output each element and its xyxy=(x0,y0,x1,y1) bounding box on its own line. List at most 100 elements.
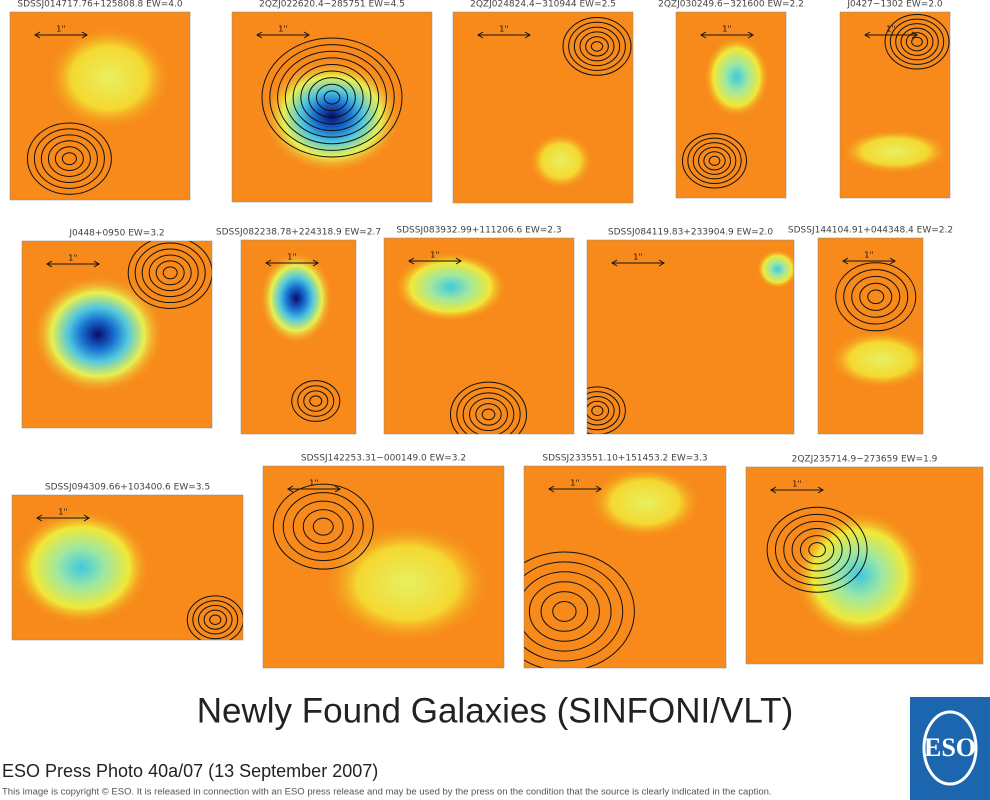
emission-blob xyxy=(840,129,950,174)
contour xyxy=(859,282,893,311)
contour xyxy=(284,57,380,138)
scale-arrows xyxy=(408,257,462,265)
contour xyxy=(272,483,374,570)
contour xyxy=(148,254,192,292)
contour xyxy=(261,37,403,158)
eso-logo: ESO xyxy=(910,697,990,800)
galaxy-panel xyxy=(453,12,633,203)
contour xyxy=(302,509,344,545)
contour xyxy=(911,36,923,47)
contour xyxy=(791,527,843,572)
contour xyxy=(808,542,826,558)
scale-arrows xyxy=(265,259,319,267)
contour xyxy=(462,392,515,434)
panel-frame xyxy=(675,11,787,199)
contour xyxy=(312,517,334,536)
galaxy-panel xyxy=(232,12,432,202)
panel-frame xyxy=(452,11,634,204)
contour xyxy=(774,513,860,586)
contour xyxy=(524,571,612,652)
galaxy-panel xyxy=(263,466,504,668)
scale-arrows xyxy=(287,485,341,493)
scale-arrows xyxy=(46,260,100,268)
contour xyxy=(524,561,624,662)
panel-frame xyxy=(839,11,951,199)
contour xyxy=(303,390,329,412)
panel-frame xyxy=(586,239,795,435)
scale-arrows xyxy=(611,259,665,267)
contour xyxy=(698,146,731,175)
contour xyxy=(323,90,341,105)
scale-arrows xyxy=(864,31,918,39)
logo-ring xyxy=(922,710,978,786)
contour xyxy=(687,137,742,184)
scale-label: 1'' xyxy=(430,251,440,260)
contour xyxy=(799,535,835,565)
scale-label: 1'' xyxy=(278,25,288,34)
contour xyxy=(692,142,737,180)
scale-label: 1'' xyxy=(864,251,874,260)
contour xyxy=(282,492,364,562)
contour xyxy=(277,50,387,145)
galaxy-panel xyxy=(746,467,983,664)
scale-label: 1'' xyxy=(499,25,509,34)
contour xyxy=(552,601,577,622)
scale-label: 1'' xyxy=(722,25,732,34)
contour xyxy=(127,241,212,309)
panel-frame xyxy=(262,465,505,669)
contour xyxy=(587,386,626,434)
contour xyxy=(895,23,939,61)
contour xyxy=(162,266,178,280)
contour xyxy=(308,77,356,118)
contour xyxy=(884,14,950,70)
panels: 1'' SDSSJ014717.76+125808.8 EW=4.0 1'' 2QZJ… xyxy=(9,0,984,669)
contour xyxy=(682,133,747,189)
emission-blob xyxy=(31,274,165,395)
logo-text: ESO xyxy=(924,733,976,762)
scale-label: 1'' xyxy=(287,253,297,262)
scale-label: 1'' xyxy=(570,479,580,488)
scale-label: 1'' xyxy=(56,25,66,34)
scale-arrows xyxy=(770,486,824,494)
contour xyxy=(292,500,354,553)
contour xyxy=(851,275,901,318)
emission-blob xyxy=(393,251,508,323)
scale-arrows xyxy=(34,31,88,39)
panel-label: SDSSJ094309.66+103400.6 EW=3.5 xyxy=(45,483,210,493)
emission-blob xyxy=(259,251,334,345)
contour xyxy=(192,600,239,640)
galaxy-panel xyxy=(22,241,212,428)
contour xyxy=(867,289,885,305)
galaxy-panel xyxy=(10,12,190,200)
contour xyxy=(540,591,589,632)
contour xyxy=(766,506,868,593)
contour xyxy=(309,395,323,407)
panel-label: 2QZJ024824.4−310944 EW=2.5 xyxy=(470,0,616,10)
contour xyxy=(297,385,335,417)
galaxy-panel xyxy=(384,238,574,434)
panel-label: SDSSJ233551.10+151453.2 EW=3.3 xyxy=(542,454,707,464)
panel-label: 2QZJ235714.9−273659 EW=1.9 xyxy=(792,455,938,465)
contour xyxy=(469,397,508,432)
contour xyxy=(591,405,604,416)
emission-blob xyxy=(12,509,151,626)
emission-blob xyxy=(828,330,923,389)
contour xyxy=(587,395,615,426)
scale-arrows xyxy=(477,31,531,39)
contour xyxy=(209,614,222,625)
contour xyxy=(889,18,945,65)
contour xyxy=(26,122,112,195)
contour xyxy=(585,36,609,57)
contour xyxy=(186,595,243,640)
panel-label: SDSSJ142253.31−000149.0 EW=3.2 xyxy=(301,454,466,464)
scale-arrows xyxy=(548,485,602,493)
panel-label: SDSSJ084119.83+233904.9 EW=2.0 xyxy=(608,228,773,238)
contour xyxy=(843,269,909,325)
panel-label: 2QZJ022620.4−285751 EW=4.5 xyxy=(259,0,405,10)
contour xyxy=(292,63,372,132)
contour xyxy=(47,140,91,177)
panel-label: SDSSJ144104.91+044348.4 EW=2.2 xyxy=(788,226,953,236)
scale-label: 1'' xyxy=(58,508,68,517)
contour xyxy=(134,242,206,304)
contour xyxy=(562,16,632,76)
